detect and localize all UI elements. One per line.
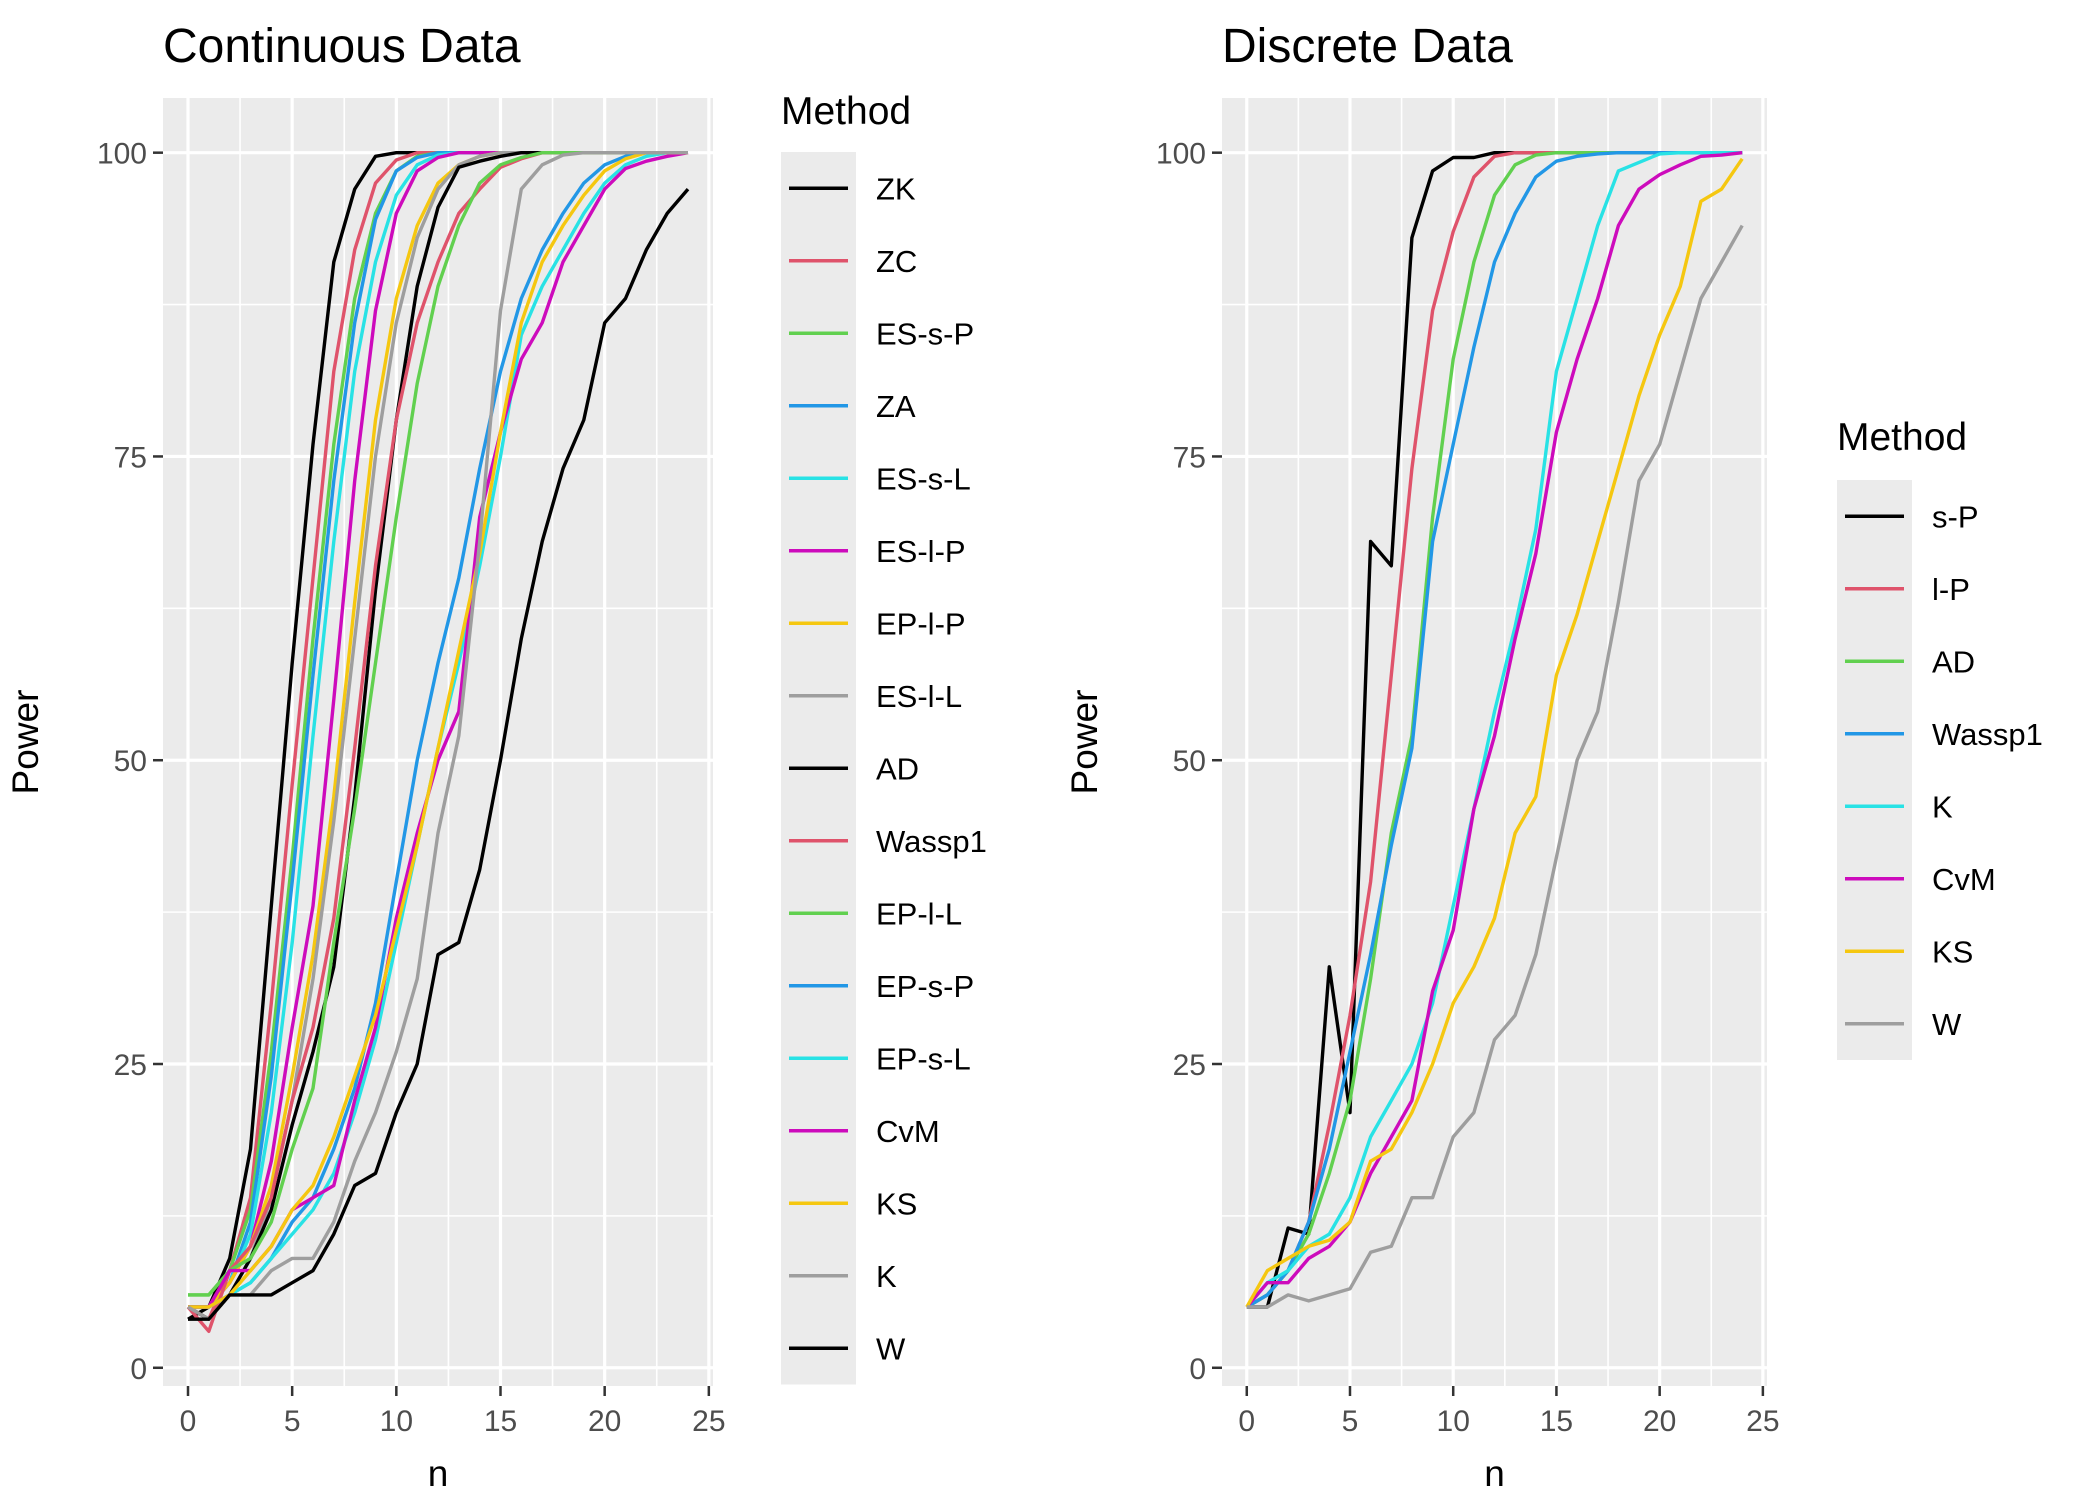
chart-title: Discrete Data bbox=[1222, 20, 1513, 73]
x-axis-label: n bbox=[428, 1453, 449, 1494]
legend-label-AD: AD bbox=[876, 751, 919, 786]
x-tick-label: 20 bbox=[1643, 1405, 1676, 1438]
chart-panel-1: 0 5 10 15 20 25 0 25 50 75 100 Continuous Data n Powe… bbox=[5, 20, 987, 1494]
chart-panel-2: 0 5 10 15 20 25 0 25 50 75 100 Discrete Data n Power M… bbox=[1064, 20, 2043, 1494]
legend-label-ZK: ZK bbox=[876, 171, 916, 206]
x-tick-label: 15 bbox=[484, 1405, 517, 1438]
y-tick-label: 100 bbox=[1156, 138, 1206, 171]
x-tick-label: 10 bbox=[1437, 1405, 1470, 1438]
y-tick-label: 25 bbox=[114, 1049, 147, 1082]
series-line-KS bbox=[188, 151, 688, 1309]
legend-label-K: K bbox=[876, 1259, 897, 1294]
legend-label-EP-s-L: EP-s-L bbox=[876, 1041, 971, 1076]
legend-label-ES-s-P: ES-s-P bbox=[876, 316, 974, 351]
y-axis-label: Power bbox=[5, 690, 46, 795]
x-axis-label: n bbox=[1484, 1453, 1505, 1494]
y-tick-label: 50 bbox=[1173, 745, 1206, 778]
legend-label-K: K bbox=[1932, 789, 1953, 824]
x-tick-label: 20 bbox=[588, 1405, 621, 1438]
legend-label-KS: KS bbox=[876, 1186, 917, 1221]
y-tick-label: 0 bbox=[130, 1353, 147, 1386]
series-line-W bbox=[188, 187, 690, 1321]
x-tick-label: 5 bbox=[1342, 1405, 1359, 1438]
legend-label-EP-l-P: EP-l-P bbox=[876, 606, 966, 641]
y-tick-label: 75 bbox=[1173, 441, 1206, 474]
x-tick-label: 0 bbox=[1238, 1405, 1255, 1438]
x-tick-label: 10 bbox=[380, 1405, 413, 1438]
legend-label-KS: KS bbox=[1932, 934, 1973, 969]
legend-label-ES-l-P: ES-l-P bbox=[876, 534, 966, 569]
series-line-CvM bbox=[1245, 151, 1743, 1309]
x-tick-label: 5 bbox=[284, 1405, 301, 1438]
legend-label-W: W bbox=[876, 1331, 906, 1366]
y-axis-label: Power bbox=[1064, 690, 1105, 795]
x-tick-label: 25 bbox=[692, 1405, 725, 1438]
legend-label-Wassp1: Wassp1 bbox=[1932, 717, 2043, 752]
legend-title: Method bbox=[1837, 416, 1967, 459]
series-line-K bbox=[187, 151, 688, 1321]
x-tick-label: 25 bbox=[1746, 1405, 1779, 1438]
legend-label-ZA: ZA bbox=[876, 389, 916, 424]
y-tick-label: 25 bbox=[1173, 1049, 1206, 1082]
series-line-KS bbox=[1245, 157, 1744, 1308]
legend: Method s-P l-P AD Wassp1 K CvM KS W bbox=[1837, 416, 2043, 1060]
chart-title: Continuous Data bbox=[163, 20, 521, 73]
y-tick-label: 75 bbox=[114, 441, 147, 474]
legend-label-W: W bbox=[1932, 1007, 1962, 1042]
legend-label-ES-l-L: ES-l-L bbox=[876, 679, 962, 714]
legend-label-AD: AD bbox=[1932, 644, 1975, 679]
legend-label-CvM: CvM bbox=[876, 1114, 940, 1149]
legend-label-Wassp1: Wassp1 bbox=[876, 824, 987, 859]
legend-key-background bbox=[1837, 480, 1912, 1060]
y-tick-label: 100 bbox=[97, 138, 147, 171]
y-tick-label: 50 bbox=[114, 745, 147, 778]
legend: Method ZK ZC ES-s-P ZA ES-s-L ES-l-P EP-l-P ES-l… bbox=[781, 90, 987, 1385]
x-tick-label: 0 bbox=[180, 1405, 197, 1438]
legend-label-s-P: s-P bbox=[1932, 499, 1979, 534]
legend-title: Method bbox=[781, 90, 911, 133]
legend-label-ZC: ZC bbox=[876, 244, 917, 279]
legend-label-CvM: CvM bbox=[1932, 862, 1996, 897]
series-line-K bbox=[1245, 151, 1743, 1309]
legend-label-EP-s-P: EP-s-P bbox=[876, 969, 974, 1004]
x-tick-label: 15 bbox=[1540, 1405, 1573, 1438]
legend-label-l-P: l-P bbox=[1932, 572, 1970, 607]
series-line-W bbox=[1246, 224, 1744, 1309]
legend-label-EP-l-L: EP-l-L bbox=[876, 896, 962, 931]
y-tick-label: 0 bbox=[1189, 1353, 1206, 1386]
legend-label-ES-s-L: ES-s-L bbox=[876, 461, 971, 496]
